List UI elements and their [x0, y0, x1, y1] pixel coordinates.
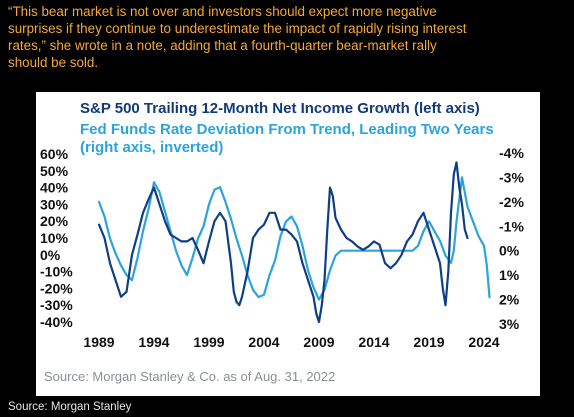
y-right-tick-label: -4% [499, 145, 524, 161]
chart-subtitle-line-2: (right axis, inverted) [80, 139, 224, 156]
y-left-tick-label: 60% [40, 146, 69, 162]
x-tick-label: 2009 [303, 334, 334, 350]
quote-line-2: surprises if they continue to underestim… [8, 21, 467, 36]
y-left-tick-label: -20% [40, 280, 73, 296]
y-left-tick-label: 50% [40, 163, 69, 179]
quote-line-1: “This bear market is not over and invest… [8, 4, 437, 19]
chart-source: Source: Morgan Stanley & Co. as of Aug. … [44, 369, 336, 384]
y-left-tick-label: -40% [40, 314, 73, 330]
x-tick-label: 2014 [358, 334, 389, 350]
y-right-tick-label: -3% [499, 169, 524, 185]
x-tick-label: 1989 [83, 334, 114, 350]
chart-plot: 60%50%40%30%20%10%0%-10%-20%-30%-40%-4%-… [40, 145, 524, 350]
y-left-tick-label: -30% [40, 297, 73, 313]
x-tick-label: 1994 [138, 334, 169, 350]
y-left-tick-label: -10% [40, 264, 73, 280]
chart-card: S&P 500 Trailing 12-Month Net Income Gro… [36, 92, 540, 396]
chart-subtitle-line-1: Fed Funds Rate Deviation From Trend, Lea… [80, 121, 494, 138]
series-line-net-income-growth [97, 161, 469, 324]
y-right-tick-label: -2% [499, 194, 524, 210]
x-tick-label: 2019 [413, 334, 444, 350]
y-left-tick-label: 0% [40, 247, 61, 263]
y-right-tick-label: 3% [499, 316, 520, 332]
chart-title: S&P 500 Trailing 12-Month Net Income Gro… [80, 100, 480, 117]
y-right-tick-label: -1% [499, 218, 524, 234]
y-right-tick-label: 1% [499, 267, 520, 283]
y-left-tick-label: 10% [40, 230, 69, 246]
y-left-tick-label: 30% [40, 196, 69, 212]
series-line-fed-funds-deviation [97, 176, 491, 301]
quote-line-4: should be sold. [8, 55, 99, 70]
x-tick-label: 2024 [468, 334, 499, 350]
y-right-tick-label: 0% [499, 243, 520, 259]
quote-text: “This bear market is not over and invest… [8, 3, 568, 71]
quote-line-3: rates,” she wrote in a note, adding that… [8, 38, 437, 53]
y-left-tick-label: 40% [40, 180, 69, 196]
x-tick-label: 1999 [193, 334, 224, 350]
footer-source: Source: Morgan Stanley [8, 401, 132, 413]
y-right-tick-label: 2% [499, 292, 520, 308]
y-left-tick-label: 20% [40, 213, 69, 229]
x-tick-label: 2004 [248, 334, 279, 350]
